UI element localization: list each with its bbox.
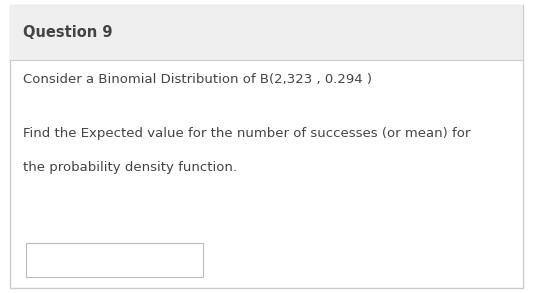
Text: Consider a Binomial Distribution of B(2,323 , 0.294 ): Consider a Binomial Distribution of B(2,… — [23, 73, 372, 86]
FancyBboxPatch shape — [10, 5, 523, 288]
FancyBboxPatch shape — [10, 5, 523, 60]
Text: the probability density function.: the probability density function. — [23, 161, 237, 173]
Text: Find the Expected value for the number of successes (or mean) for: Find the Expected value for the number o… — [23, 127, 471, 140]
Text: Question 9: Question 9 — [23, 25, 113, 40]
FancyBboxPatch shape — [26, 243, 203, 277]
